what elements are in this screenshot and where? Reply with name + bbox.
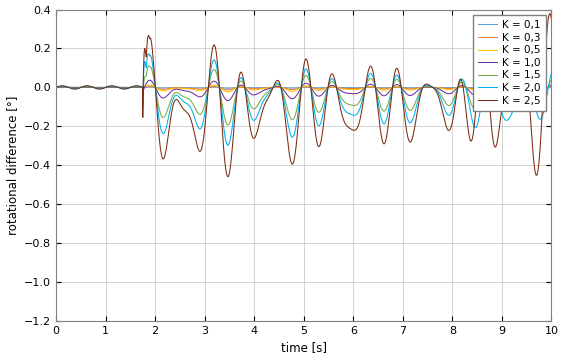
Y-axis label: rotational difference [°]: rotational difference [°] [6, 96, 19, 235]
K = 0,3 [500, 86, 506, 90]
K = 0,5 [515, 86, 522, 90]
K = 0,5 [548, 84, 555, 89]
K = 1,0 [146, 78, 153, 82]
Line: K = 0,5: K = 0,5 [56, 85, 552, 92]
K = 1,5 [548, 78, 555, 82]
K = 1,0 [515, 87, 522, 91]
K = 2,5 [512, 102, 519, 107]
K = 2,0 [145, 51, 152, 56]
K = 0,1 [548, 85, 555, 89]
K = 2,5 [224, 175, 231, 179]
K = 2,0 [515, 88, 522, 92]
K = 2,0 [513, 100, 519, 104]
K = 1,0 [224, 98, 231, 103]
K = 1,0 [548, 82, 555, 87]
Line: K = 0,1: K = 0,1 [56, 87, 552, 88]
K = 2,5 [149, 56, 156, 60]
K = 0,3 [146, 84, 153, 88]
K = 0,3 [395, 85, 402, 89]
K = 0,3 [515, 86, 522, 90]
K = 0,5 [150, 84, 157, 88]
K = 0,1 [150, 85, 157, 89]
K = 0,5 [146, 83, 153, 87]
K = 0,1 [513, 85, 519, 90]
K = 1,5 [224, 123, 231, 127]
K = 1,5 [513, 93, 519, 97]
K = 1,0 [500, 90, 506, 95]
K = 0,1 [515, 85, 522, 90]
K = 2,0 [52, 85, 59, 90]
K = 2,5 [500, 98, 506, 103]
K = 1,5 [395, 79, 402, 83]
K = 1,0 [513, 88, 519, 92]
K = 0,3 [52, 85, 59, 90]
Line: K = 2,0: K = 2,0 [56, 54, 552, 145]
K = 0,5 [224, 90, 231, 94]
K = 0,1 [500, 86, 506, 90]
K = 1,5 [292, 112, 299, 117]
K = 2,5 [292, 150, 299, 155]
K = 2,5 [515, 82, 522, 87]
X-axis label: time [s]: time [s] [281, 341, 327, 355]
K = 1,0 [292, 95, 299, 99]
K = 2,5 [547, 12, 553, 16]
K = 2,0 [548, 71, 555, 76]
Legend: K = 0,1, K = 0,3, K = 0,5, K = 1,0, K = 1,5, K = 2,0, K = 2,5: K = 0,1, K = 0,3, K = 0,5, K = 1,0, K = … [473, 15, 547, 111]
K = 0,5 [52, 85, 59, 90]
K = 0,1 [395, 85, 402, 89]
K = 0,1 [146, 85, 153, 89]
K = 0,5 [500, 87, 506, 91]
K = 0,1 [292, 86, 299, 90]
K = 2,5 [548, 17, 555, 22]
K = 0,1 [52, 85, 59, 90]
K = 1,5 [146, 64, 152, 68]
K = 2,0 [150, 67, 157, 71]
K = 1,0 [52, 85, 59, 90]
K = 1,5 [52, 85, 59, 90]
K = 0,1 [224, 86, 231, 90]
K = 1,0 [150, 81, 157, 85]
K = 0,3 [548, 85, 555, 89]
K = 0,3 [150, 85, 157, 89]
Line: K = 1,5: K = 1,5 [56, 66, 552, 125]
K = 1,0 [395, 83, 402, 87]
K = 2,5 [395, 70, 402, 74]
K = 1,5 [500, 99, 506, 104]
K = 0,3 [513, 86, 519, 90]
K = 0,5 [292, 89, 299, 93]
K = 0,5 [395, 85, 402, 89]
K = 0,3 [292, 87, 299, 91]
K = 0,3 [224, 88, 231, 92]
K = 1,5 [515, 90, 522, 95]
K = 2,5 [52, 85, 59, 90]
K = 2,0 [500, 114, 506, 118]
Line: K = 1,0: K = 1,0 [56, 80, 552, 100]
K = 0,5 [513, 86, 519, 90]
K = 2,0 [224, 143, 231, 147]
K = 1,5 [150, 73, 157, 78]
Line: K = 2,5: K = 2,5 [56, 14, 552, 177]
K = 2,0 [292, 127, 299, 131]
K = 2,0 [395, 76, 402, 80]
Line: K = 0,3: K = 0,3 [56, 86, 552, 90]
